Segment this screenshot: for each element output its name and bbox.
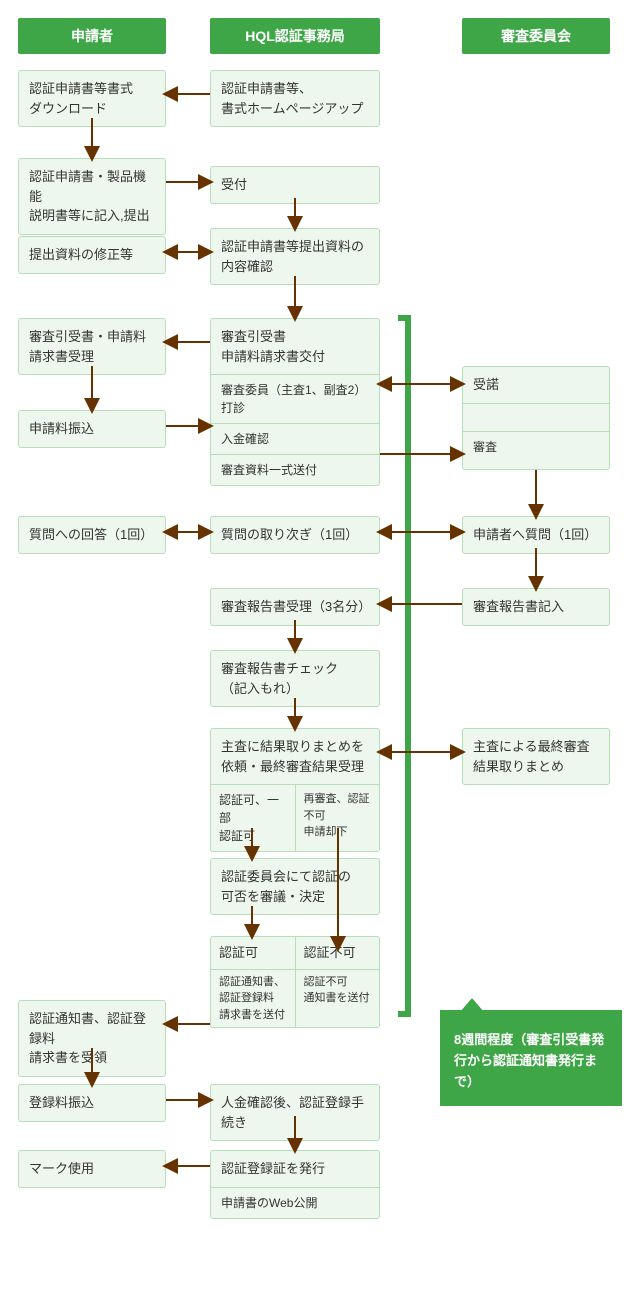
flow-box-b11: 認証可認証通知書、認証登録料請求書を送付認証不可認証不可通知書を送付 [210,936,380,1028]
flow-box-b2: 受付 [210,166,380,204]
flow-box-a11: 認証通知書、認証登録料請求書を受領 [18,1000,166,1077]
box-text: 審査報告書受理（3名分） [211,589,379,625]
flow-box-a13: マーク使用 [18,1150,166,1188]
flow-box-b8: 審査報告書チェック（記入もれ） [210,650,380,707]
box-row: 審査資料一式送付 [211,454,379,485]
s2rh: 認証不可 [296,937,380,969]
flow-box-a1: 認証申請書等書式ダウンロード [18,70,166,127]
box-text: 認証通知書、認証登録料請求書を受領 [19,1001,165,1076]
flow-box-b9: 主査に結果取りまとめを依頼・最終審査結果受理認証可、一部認証可再審査、認証不可申… [210,728,380,852]
flow-box-c7: 審査報告書記入 [462,588,610,626]
split-left: 認証可、一部認証可 [211,785,296,851]
header-label: 審査委員会 [501,28,571,44]
split-right: 再審査、認証不可申請却下 [296,785,380,851]
box-row: 審査 [463,431,609,462]
header-label: 申請者 [71,28,113,44]
box-text: 受諾 [463,367,609,403]
box-text: 申請料振込 [19,411,165,447]
box-text: 認証申請書等書式ダウンロード [19,71,165,126]
flow-box-b6: 質問の取り次ぎ（1回） [210,516,380,554]
box-text: 質問への回答（1回） [19,517,165,553]
flow-box-b1: 認証申請書等、書式ホームページアップ [210,70,380,127]
column-header-col1: 申請者 [18,18,166,54]
box-text: 審査引受書申請料請求書交付 [211,319,379,374]
flow-box-a2: 認証申請書・製品機能説明書等に記入,提出 [18,158,166,235]
box-row: 申請書のWeb公開 [211,1187,379,1218]
box-text: 認証委員会にて認証の可否を審議・決定 [211,859,379,914]
flow-box-a5: 申請料振込 [18,410,166,448]
box-text: 認証申請書・製品機能説明書等に記入,提出 [19,159,165,234]
s2rt: 認証不可通知書を送付 [296,969,380,1011]
box-text: 受付 [211,167,379,203]
flow-box-a4: 審査引受書・申請料請求書受理 [18,318,166,375]
callout-text: 8週間程度（審査引受書発行から認証通知書発行まで） [454,1032,604,1089]
header-label: HQL認証事務局 [245,28,345,44]
column-header-col2: HQL認証事務局 [210,18,380,54]
flow-box-b7: 審査報告書受理（3名分） [210,588,380,626]
flow-box-b3: 認証申請書等提出資料の内容確認 [210,228,380,285]
box-row: 入金確認 [211,423,379,454]
duration-bracket [398,318,408,1014]
flow-box-c6: 申請者へ質問（1回） [462,516,610,554]
s2lt: 認証通知書、認証登録料請求書を送付 [211,969,295,1028]
box-text: マーク使用 [19,1151,165,1187]
flow-box-b10: 認証委員会にて認証の可否を審議・決定 [210,858,380,915]
box-text: 質問の取り次ぎ（1回） [211,517,379,553]
s2lh: 認証可 [211,937,295,969]
flow-box-b13: 認証登録証を発行申請書のWeb公開 [210,1150,380,1219]
box-text: 登録料振込 [19,1085,165,1121]
box-text: 審査報告書記入 [463,589,609,625]
flow-box-b12: 人金確認後、認証登録手続き [210,1084,380,1141]
box-text: 主査による最終審査結果取りまとめ [463,729,609,784]
box-text: 認証登録証を発行 [211,1151,379,1187]
box-text: 提出資料の修正等 [19,237,165,273]
box-text: 認証申請書等提出資料の内容確認 [211,229,379,284]
box-text: 認証申請書等、書式ホームページアップ [211,71,379,126]
flow-box-c9: 主査による最終審査結果取りまとめ [462,728,610,785]
box-text: 人金確認後、認証登録手続き [211,1085,379,1140]
box-row: 審査委員（主査1、副査2）打診 [211,374,379,423]
flow-box-c4: 受諾審査 [462,366,610,470]
flow-box-a6: 質問への回答（1回） [18,516,166,554]
box-text: 審査報告書チェック（記入もれ） [211,651,379,706]
box-text: 申請者へ質問（1回） [463,517,609,553]
flow-box-b4: 審査引受書申請料請求書交付審査委員（主査1、副査2）打診入金確認審査資料一式送付 [210,318,380,486]
column-header-col3: 審査委員会 [462,18,610,54]
box-row [463,403,609,431]
flow-box-a12: 登録料振込 [18,1084,166,1122]
flow-box-a3: 提出資料の修正等 [18,236,166,274]
duration-callout: 8週間程度（審査引受書発行から認証通知書発行まで） [440,1010,622,1106]
box-text: 審査引受書・申請料請求書受理 [19,319,165,374]
box-text: 主査に結果取りまとめを依頼・最終審査結果受理 [211,729,379,784]
